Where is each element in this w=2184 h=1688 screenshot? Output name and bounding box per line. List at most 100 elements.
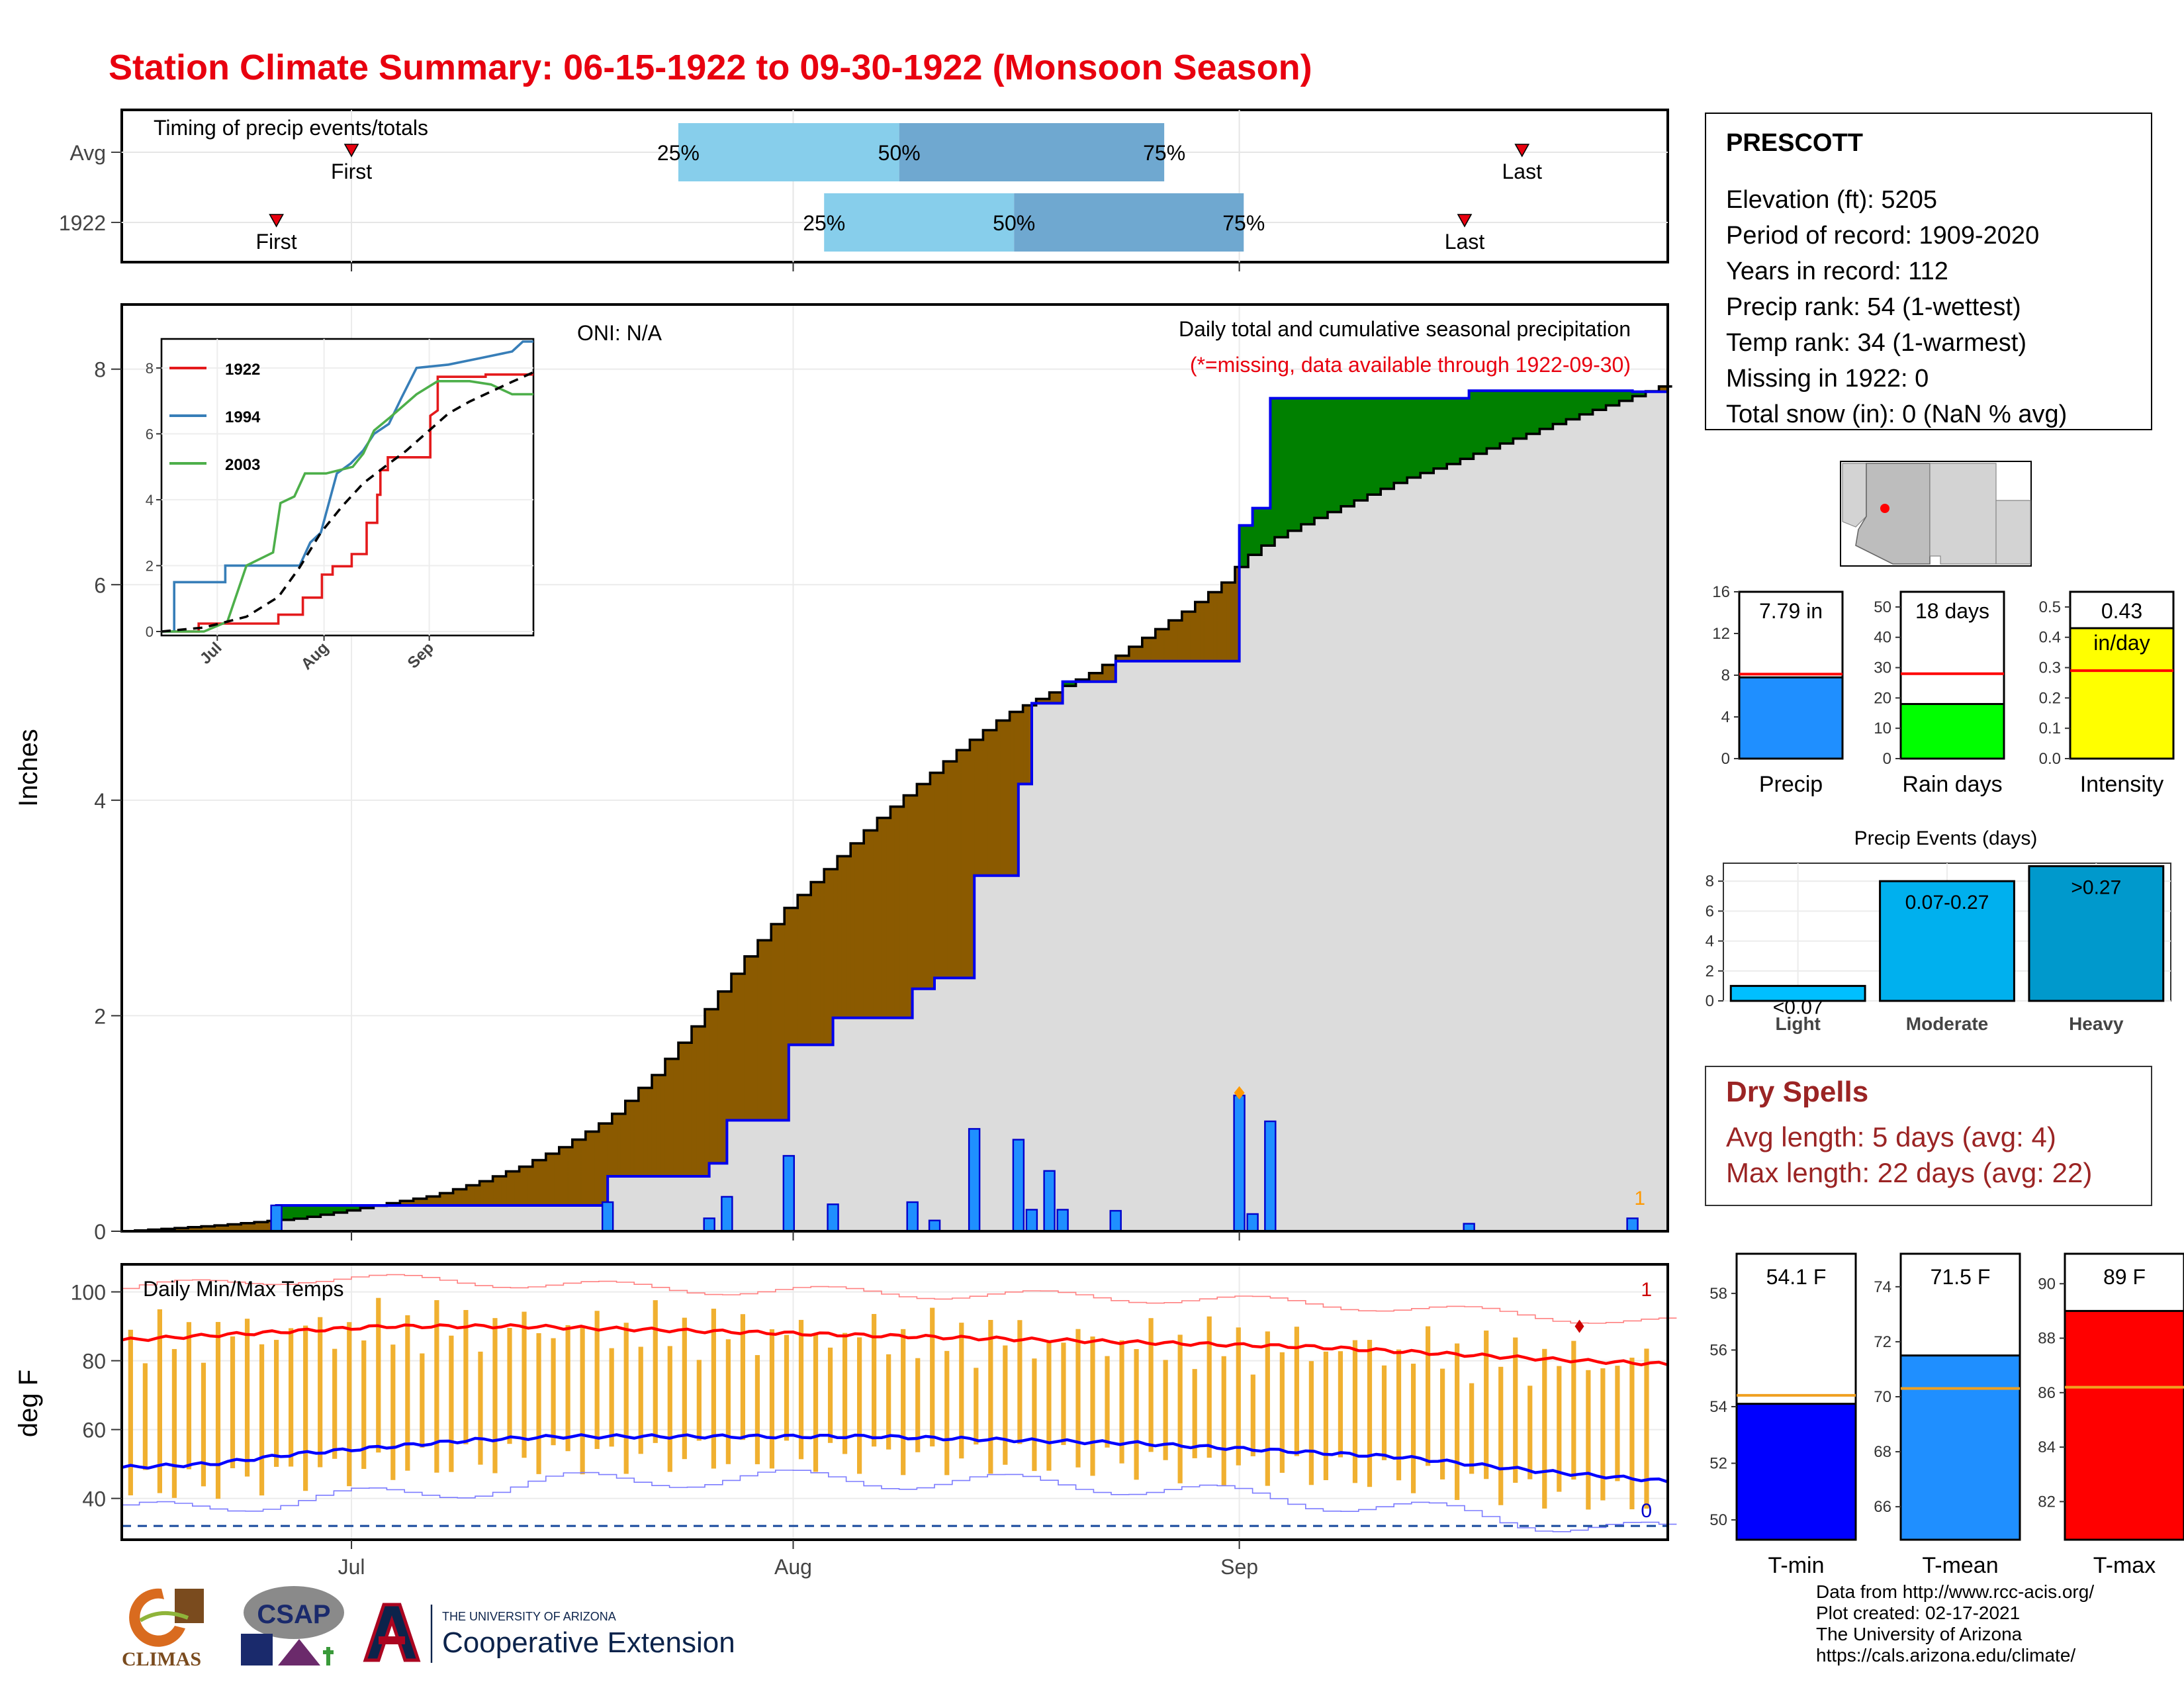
daily-temp-bar <box>478 1351 483 1465</box>
daily-temp-bar <box>974 1368 979 1445</box>
daily-precip-bar <box>968 1128 981 1233</box>
summary-bar-0 <box>1738 676 1844 760</box>
events-ytick-label: 2 <box>1706 962 1714 980</box>
timing-last-marker <box>1514 144 1530 158</box>
events-bar-moderate <box>1879 880 2015 1002</box>
daily-temp-bar <box>1484 1331 1489 1479</box>
daily-temp-bar <box>1542 1348 1547 1509</box>
daily-temp-bar <box>827 1347 833 1443</box>
daily-temp-bar <box>1090 1336 1095 1476</box>
summary-axis-label-0: Precip <box>1759 772 1823 797</box>
timing-last-label: Last <box>1445 230 1485 254</box>
daily-temp-bar <box>1338 1351 1343 1458</box>
daily-temp-bar <box>638 1346 643 1454</box>
timing-first-label: First <box>255 230 296 254</box>
daily-precip-bar <box>601 1201 614 1233</box>
station-name: PRESCOTT <box>1726 130 1863 158</box>
timing-q25-label: 25% <box>803 211 845 235</box>
timing-first-marker <box>269 214 284 228</box>
inset-legend-label: 2003 <box>225 456 260 474</box>
station-precip-rank: Precip rank: 54 (1-wettest) <box>1726 294 2021 322</box>
avg-tmin-line <box>121 1433 1668 1483</box>
timing-q50-q75-box <box>899 123 1165 181</box>
temp-summary-ytick-label: 58 <box>1709 1285 1727 1303</box>
credit-data-source: Data from http://www.rcc-acis.org/ <box>1816 1581 2095 1602</box>
temp-summary-axis-label-1: T-mean <box>1922 1553 1998 1575</box>
summary-ytick-label: 10 <box>1874 720 1891 737</box>
daily-temp-bar <box>769 1329 775 1469</box>
daily-precip-bar <box>1109 1209 1122 1233</box>
credit-university: The University of Arizona <box>1816 1623 2023 1644</box>
dry-spells-box: Dry Spells Avg length: 5 days (avg: 4) M… <box>1705 1066 2152 1206</box>
daily-temp-bar <box>420 1353 425 1448</box>
temp-summary-ytick-label: 72 <box>1874 1333 1891 1351</box>
daily-temp-bar <box>303 1325 308 1491</box>
summary-axis-label-2: Intensity <box>2080 772 2164 797</box>
observed-cumulative-line <box>122 389 1668 1233</box>
daily-temp-bar <box>1206 1316 1212 1458</box>
temp-ytick-label: 60 <box>82 1419 106 1442</box>
credit-url: https://cals.arizona.edu/climate/ <box>1816 1644 2076 1665</box>
summary-ytick-label: 50 <box>1874 598 1891 616</box>
daily-temp-bar <box>463 1309 469 1444</box>
summary-ytick-label: 16 <box>1712 583 1730 601</box>
daily-temp-bar <box>332 1348 338 1459</box>
record-max-line <box>122 1274 1677 1324</box>
oni-label: ONI: N/A <box>577 321 662 345</box>
daily-temp-bar <box>886 1354 891 1450</box>
daily-temp-bar <box>754 1355 760 1464</box>
ua-logo-small-text: THE UNIVERSITY OF ARIZONA <box>442 1610 616 1623</box>
daily-precip-bar <box>1626 1217 1639 1233</box>
temp-summary-ytick-label: 90 <box>2038 1275 2056 1293</box>
temp-summary-bars: 50 52 54 56 58 54.1 F T-min 66 68 70 72 74 71.5 F T-m… <box>1709 1252 2184 1575</box>
csap-logo-text: CSAP <box>257 1600 330 1629</box>
daily-temp-bar <box>842 1333 848 1454</box>
daily-temp-bar <box>1381 1365 1387 1460</box>
daily-temp-bar <box>682 1317 687 1460</box>
inset-series-1994 <box>161 340 533 633</box>
daily-temp-bar <box>1586 1370 1591 1510</box>
summary-ytick-label: 40 <box>1874 629 1891 647</box>
map-nevada-shape <box>1842 463 1867 528</box>
summary-ytick-label: 20 <box>1874 689 1891 707</box>
state-map <box>1840 461 2032 567</box>
temp-summary-ytick-label: 52 <box>1709 1455 1727 1473</box>
daily-temp-bar <box>1236 1327 1241 1466</box>
temp-summary-value-label-1: 71.5 F <box>1931 1265 1991 1289</box>
daily-temp-bar <box>1440 1368 1445 1479</box>
daily-precip-bar <box>721 1196 733 1233</box>
daily-temp-bar <box>1105 1356 1110 1448</box>
station-location-marker <box>1880 504 1889 513</box>
avg-tmax-line <box>121 1323 1668 1367</box>
temp-summary-value-label-2: 89 F <box>2103 1265 2146 1289</box>
daily-temp-bar <box>536 1333 541 1474</box>
daily-temp-bar <box>813 1335 819 1472</box>
precip-ytick-label: 2 <box>94 1004 106 1028</box>
summary-ytick-label: 4 <box>1721 708 1730 726</box>
precip-subtitle: Daily total and cumulative seasonal prec… <box>1179 317 1631 341</box>
dry-spells-avg: Avg length: 5 days (avg: 4) <box>1726 1123 2056 1153</box>
daily-temp-bar <box>930 1307 935 1447</box>
temp-summary-axis-label-0: T-min <box>1768 1553 1825 1575</box>
timing-q75-label: 75% <box>1222 211 1265 235</box>
summary-ytick-label: 0.4 <box>2039 629 2061 647</box>
inset-ytick-label: 6 <box>146 426 154 442</box>
daily-temp-bar <box>215 1322 221 1499</box>
daily-temp-bar <box>434 1300 439 1473</box>
events-bar-label-moderate: 0.07-0.27 <box>1905 892 1989 914</box>
precip-base-area <box>122 391 1668 1231</box>
timing-q25-q50-box <box>678 123 899 181</box>
daily-temp-bar <box>186 1322 192 1470</box>
events-category-label: Heavy <box>2069 1013 2124 1034</box>
daily-temp-bar <box>1003 1345 1008 1465</box>
daily-temp-bar <box>1177 1335 1183 1483</box>
daily-temp-bar <box>289 1328 294 1467</box>
csap-logo: CSAP <box>241 1586 344 1665</box>
events-bar-label-heavy: >0.27 <box>2071 877 2121 899</box>
station-elevation: Elevation (ft): 5205 <box>1726 187 1937 214</box>
record-min-line <box>122 1470 1677 1532</box>
daily-precip-bar <box>1264 1120 1277 1233</box>
daily-temp-bar <box>944 1350 950 1476</box>
